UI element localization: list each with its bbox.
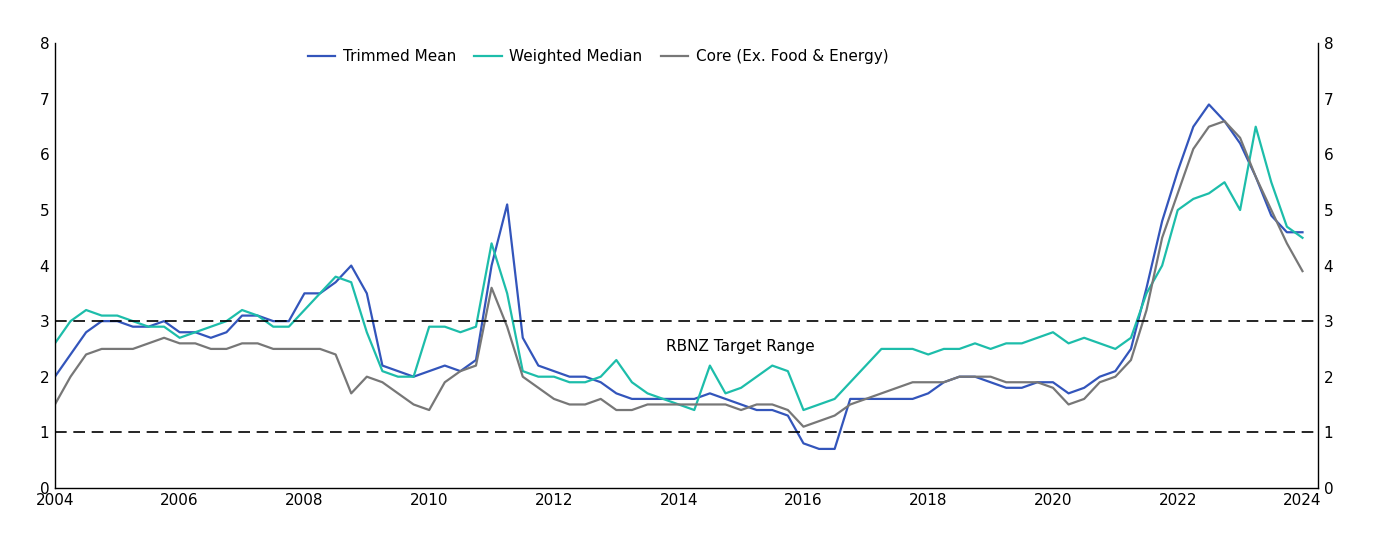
Weighted Median <box>1138 290 1155 296</box>
Weighted Median <box>686 406 703 414</box>
Line: Core (Ex. Food & Energy): Core (Ex. Food & Energy) <box>55 121 1303 427</box>
Core (Ex. Food & Energy) <box>1295 268 1311 274</box>
Core (Ex. Food & Energy) <box>1216 118 1233 125</box>
Trimmed Mean <box>1200 101 1216 108</box>
Weighted Median <box>1185 196 1201 202</box>
Core (Ex. Food & Energy) <box>1076 396 1093 402</box>
Weighted Median <box>47 340 63 347</box>
Core (Ex. Food & Energy) <box>795 423 811 430</box>
Weighted Median <box>1248 124 1265 130</box>
Line: Weighted Median: Weighted Median <box>55 127 1303 410</box>
Trimmed Mean <box>1185 124 1201 130</box>
Core (Ex. Food & Energy) <box>1185 146 1201 152</box>
Trimmed Mean <box>842 396 858 402</box>
Trimmed Mean <box>733 401 750 408</box>
Trimmed Mean <box>1138 285 1155 291</box>
Core (Ex. Food & Energy) <box>1138 307 1155 313</box>
Core (Ex. Food & Energy) <box>982 373 998 380</box>
Weighted Median <box>1076 334 1093 341</box>
Core (Ex. Food & Energy) <box>733 406 750 414</box>
Trimmed Mean <box>1295 229 1311 235</box>
Trimmed Mean <box>811 446 828 452</box>
Weighted Median <box>1295 235 1311 241</box>
Core (Ex. Food & Energy) <box>842 401 858 408</box>
Text: RBNZ Target Range: RBNZ Target Range <box>666 339 816 353</box>
Line: Trimmed Mean: Trimmed Mean <box>55 105 1303 449</box>
Legend: Trimmed Mean, Weighted Median, Core (Ex. Food & Energy): Trimmed Mean, Weighted Median, Core (Ex.… <box>302 43 895 70</box>
Weighted Median <box>842 379 858 385</box>
Trimmed Mean <box>1076 385 1093 391</box>
Trimmed Mean <box>47 373 63 380</box>
Weighted Median <box>982 346 998 352</box>
Core (Ex. Food & Energy) <box>47 401 63 408</box>
Weighted Median <box>748 373 765 380</box>
Trimmed Mean <box>982 379 998 385</box>
